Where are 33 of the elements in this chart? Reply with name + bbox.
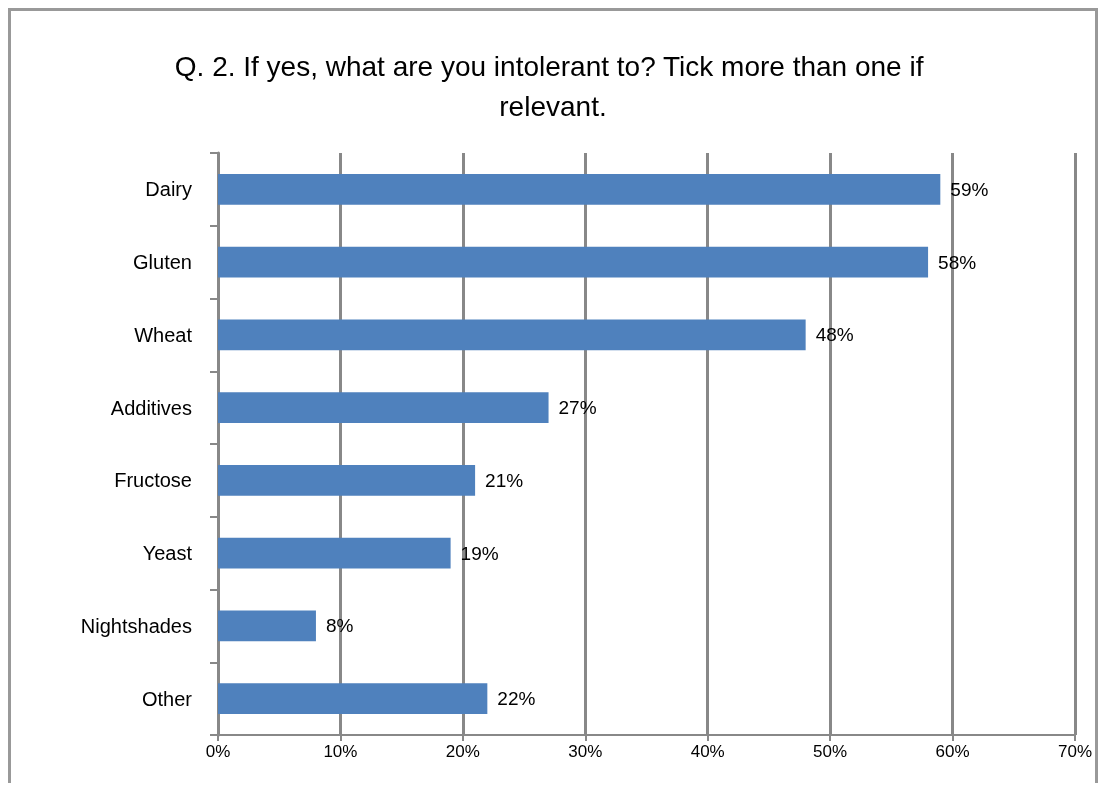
bar <box>218 392 549 423</box>
y-tick-label: Wheat <box>134 323 193 346</box>
x-tick-label: 0% <box>205 742 231 761</box>
x-tick-label: 10% <box>323 742 358 761</box>
y-tick-label: Other <box>141 687 193 710</box>
bar <box>218 319 806 351</box>
x-tick-label: 60% <box>935 742 970 761</box>
data-label: 22% <box>497 688 536 710</box>
x-tick-label: 50% <box>813 742 848 761</box>
x-tick-label: 30% <box>568 742 603 761</box>
x-tick-label: 20% <box>445 742 480 761</box>
data-label: 27% <box>558 397 597 419</box>
y-tick-label: Dairy <box>145 178 192 201</box>
data-label: 59% <box>950 178 989 200</box>
y-tick-label: Nightshades <box>80 614 192 637</box>
y-tick-label: Yeast <box>142 542 193 565</box>
bar <box>218 465 476 496</box>
y-tick-label: Additives <box>110 396 192 419</box>
y-tick-label: Gluten <box>133 251 192 274</box>
data-label: 58% <box>938 251 977 273</box>
chart-title: Q. 2. If yes, what are you intolerant to? Tick more than one if relevant. <box>174 50 932 122</box>
bar <box>218 683 488 714</box>
data-label: 19% <box>460 542 499 564</box>
data-label: 48% <box>815 324 854 346</box>
data-label: 8% <box>325 615 354 637</box>
bar <box>218 174 941 205</box>
bar <box>218 246 929 278</box>
bar <box>218 610 316 642</box>
y-tick-label: Fructose <box>114 469 192 492</box>
x-tick-label: 70% <box>1057 742 1092 761</box>
x-tick-label: 40% <box>690 742 725 761</box>
data-label: 21% <box>485 469 524 491</box>
bar <box>218 537 451 569</box>
